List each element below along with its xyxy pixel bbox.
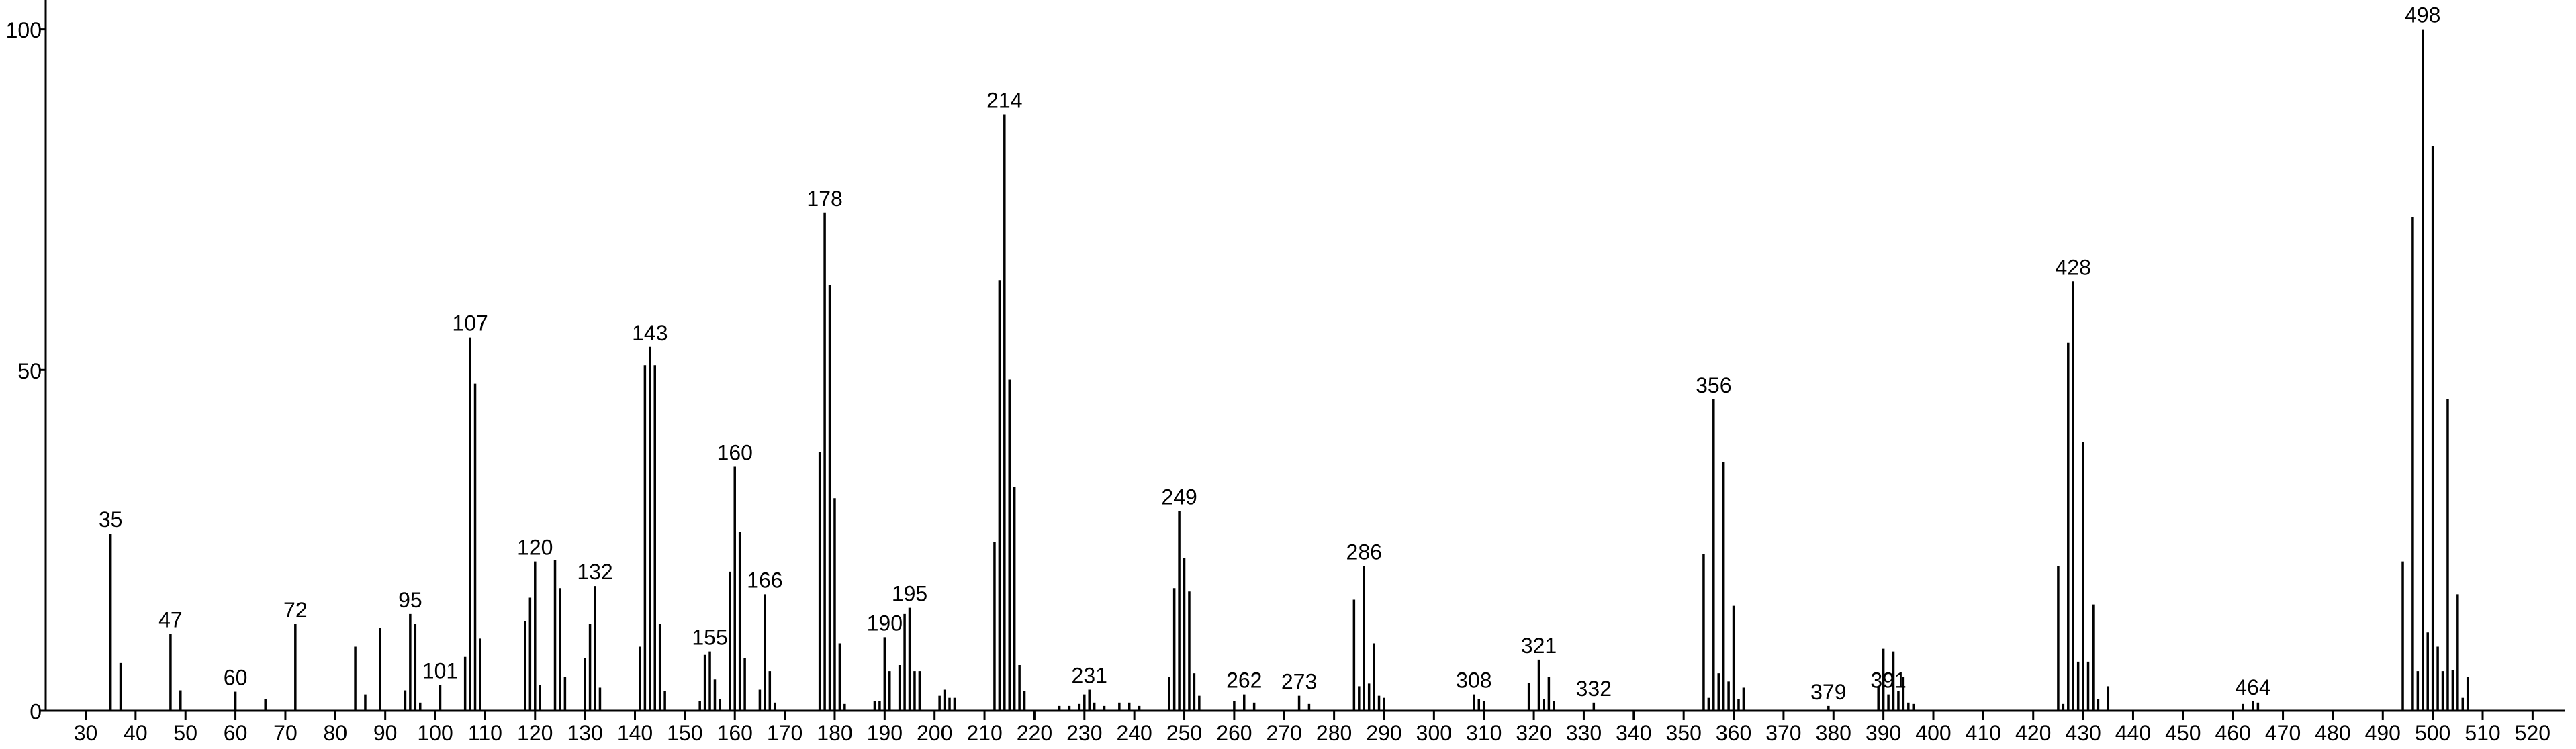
peak-label: 47 (158, 607, 183, 632)
x-tick-label: 320 (1516, 721, 1551, 745)
x-tick-label: 70 (273, 721, 297, 745)
x-tick-label: 250 (1166, 721, 1202, 745)
peak-label: 332 (1576, 677, 1612, 701)
peak-label: 178 (807, 187, 842, 211)
x-tick-label: 300 (1416, 721, 1452, 745)
x-tick-label: 60 (224, 721, 248, 745)
y-tick-label: 0 (30, 699, 42, 723)
x-tick-label: 180 (817, 721, 852, 745)
x-tick-label: 430 (2065, 721, 2101, 745)
peak-label: 35 (99, 507, 123, 532)
peak-label: 72 (283, 598, 308, 622)
x-tick-label: 110 (468, 721, 502, 745)
x-tick-label: 290 (1366, 721, 1401, 745)
peak-label: 308 (1456, 668, 1491, 693)
peak-label: 273 (1281, 670, 1317, 694)
x-tick-label: 520 (2515, 721, 2550, 745)
peak-label: 60 (224, 666, 248, 690)
x-tick-label: 510 (2465, 721, 2500, 745)
peak-label: 190 (867, 611, 903, 635)
x-tick-label: 450 (2165, 721, 2201, 745)
peak-label: 464 (2235, 675, 2270, 699)
peak-label: 132 (577, 560, 612, 584)
peak-label: 155 (692, 626, 727, 650)
peak-label: 231 (1072, 664, 1107, 688)
peak-label: 321 (1521, 634, 1557, 658)
x-tick-label: 100 (417, 721, 453, 745)
peak-label: 379 (1810, 680, 1846, 704)
peak-label: 107 (452, 311, 488, 336)
x-tick-label: 90 (373, 721, 398, 745)
peak-label: 262 (1226, 668, 1262, 693)
x-tick-label: 230 (1066, 721, 1102, 745)
x-tick-label: 360 (1716, 721, 1751, 745)
x-tick-label: 310 (1466, 721, 1502, 745)
peak-label: 166 (747, 568, 782, 592)
peak-label: 428 (2056, 255, 2091, 279)
x-tick-label: 480 (2315, 721, 2350, 745)
x-tick-label: 330 (1566, 721, 1602, 745)
x-tick-label: 340 (1616, 721, 1651, 745)
peak-label: 143 (632, 321, 668, 345)
x-tick-label: 400 (1915, 721, 1951, 745)
peak-label: 120 (517, 536, 553, 560)
x-tick-label: 150 (667, 721, 702, 745)
peak-label: 286 (1346, 540, 1382, 564)
peak-label: 195 (892, 582, 927, 606)
x-tick-label: 420 (2015, 721, 2051, 745)
x-tick-label: 350 (1665, 721, 1701, 745)
x-tick-label: 240 (1116, 721, 1152, 745)
x-tick-label: 410 (1966, 721, 2001, 745)
peak-label: 214 (986, 89, 1022, 113)
peak-label: 95 (398, 588, 422, 612)
x-tick-label: 190 (867, 721, 903, 745)
x-tick-label: 470 (2265, 721, 2301, 745)
x-tick-label: 170 (767, 721, 802, 745)
peak-label: 101 (422, 658, 458, 683)
y-tick-label: 50 (17, 359, 42, 383)
x-tick-label: 500 (2415, 721, 2450, 745)
x-tick-label: 490 (2365, 721, 2401, 745)
x-tick-label: 50 (173, 721, 197, 745)
x-tick-label: 210 (966, 721, 1002, 745)
peak-label: 249 (1161, 485, 1197, 509)
x-tick-label: 270 (1267, 721, 1302, 745)
peak-label: 391 (1870, 668, 1906, 693)
peak-label: 498 (2405, 3, 2440, 28)
peak-label: 356 (1696, 373, 1731, 397)
peak-label: 160 (717, 440, 753, 464)
x-tick-label: 260 (1216, 721, 1252, 745)
x-tick-label: 130 (567, 721, 602, 745)
x-tick-label: 40 (124, 721, 148, 745)
x-tick-label: 220 (1017, 721, 1052, 745)
x-tick-label: 370 (1765, 721, 1801, 745)
x-tick-label: 380 (1816, 721, 1851, 745)
x-tick-label: 390 (1866, 721, 1901, 745)
x-tick-label: 160 (717, 721, 753, 745)
x-tick-label: 460 (2215, 721, 2250, 745)
x-tick-label: 280 (1316, 721, 1352, 745)
x-tick-label: 120 (517, 721, 553, 745)
x-tick-label: 30 (74, 721, 98, 745)
x-tick-label: 440 (2115, 721, 2151, 745)
y-tick-label: 100 (6, 18, 42, 42)
x-tick-label: 200 (917, 721, 952, 745)
x-tick-label: 80 (324, 721, 348, 745)
x-tick-label: 140 (617, 721, 653, 745)
